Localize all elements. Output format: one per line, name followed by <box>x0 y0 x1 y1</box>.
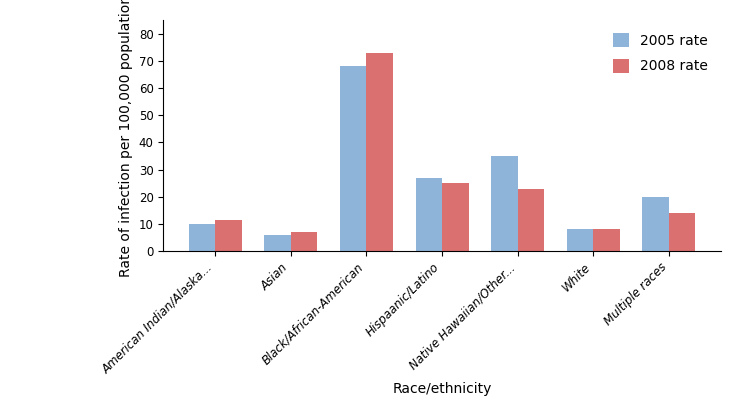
Bar <box>189 224 215 251</box>
Y-axis label: Rate of infection per 100,000 population: Rate of infection per 100,000 population <box>120 0 133 277</box>
Bar <box>669 213 695 251</box>
Bar <box>643 197 669 251</box>
Bar <box>518 189 544 251</box>
Bar <box>442 183 469 251</box>
Bar <box>265 235 291 251</box>
Bar <box>594 229 620 251</box>
X-axis label: Race/ethnicity: Race/ethnicity <box>392 382 492 396</box>
Bar <box>291 232 317 251</box>
Bar <box>567 229 594 251</box>
Bar <box>215 220 241 251</box>
Bar <box>415 178 442 251</box>
Bar <box>366 53 393 251</box>
Bar <box>491 156 518 251</box>
Legend: 2005 rate, 2008 rate: 2005 rate, 2008 rate <box>607 27 714 79</box>
Bar <box>340 66 366 251</box>
